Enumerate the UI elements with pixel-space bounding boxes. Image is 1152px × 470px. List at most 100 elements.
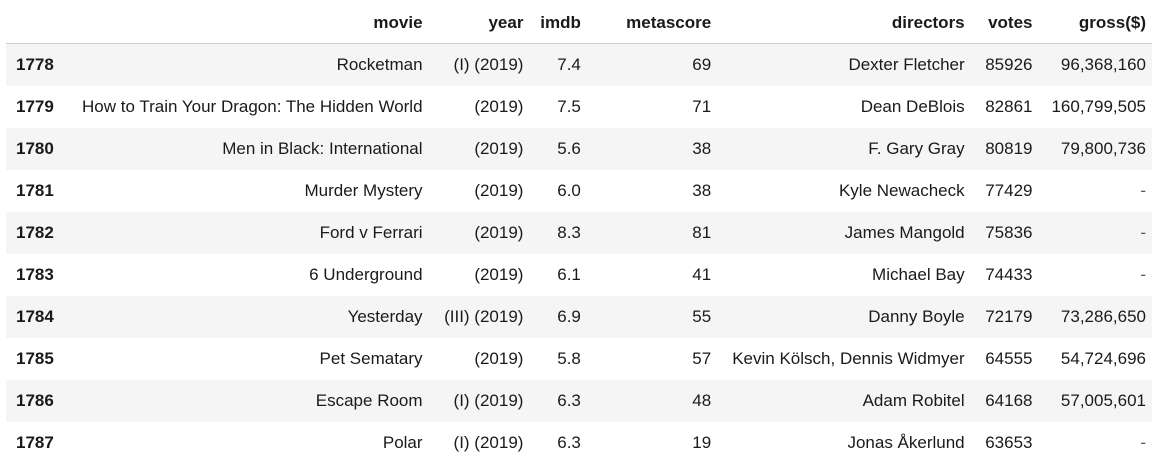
table-row: 1783 6 Underground (2019) 6.1 41 Michael Bay 7…	[6, 254, 1152, 296]
imdb-cell: 6.3	[557, 391, 581, 410]
year-cell: (2019)	[474, 181, 524, 200]
row-index: 1782	[16, 223, 54, 242]
movie-cell: Yesterday	[347, 307, 423, 326]
row-index: 1783	[16, 265, 54, 284]
movie-cell: Ford v Ferrari	[319, 223, 423, 242]
column-header-directors: directors	[717, 2, 971, 44]
gross-cell: 96,368,160	[1060, 55, 1146, 74]
movie-cell: How to Train Your Dragon: The Hidden Wor…	[82, 97, 423, 116]
gross-cell: 57,005,601	[1060, 391, 1146, 410]
imdb-cell: 7.4	[557, 55, 581, 74]
gross-cell: 73,286,650	[1060, 307, 1146, 326]
directors-cell: Kyle Newacheck	[838, 181, 965, 200]
table-body: 1778 Rocketman (I) (2019) 7.4 69 Dexter Fletc…	[6, 43, 1152, 464]
movie-cell: Polar	[382, 433, 423, 452]
table-row: 1787 Polar (I) (2019) 6.3 19 Jonas Åkerlund 63…	[6, 422, 1152, 464]
directors-cell: Danny Boyle	[868, 307, 965, 326]
metascore-cell: 19	[692, 433, 712, 452]
gross-cell: -	[1140, 181, 1146, 200]
table-row: 1784 Yesterday (III) (2019) 6.9 55 Danny Boyl…	[6, 296, 1152, 338]
directors-cell: Dean DeBlois	[860, 97, 965, 116]
metascore-cell: 69	[692, 55, 712, 74]
table-row: 1780 Men in Black: International (2019) 5.6…	[6, 128, 1152, 170]
directors-cell: Jonas Åkerlund	[847, 433, 965, 452]
directors-cell: James Mangold	[844, 223, 965, 242]
column-header-movie: movie	[65, 2, 429, 44]
index-header	[6, 2, 66, 44]
votes-cell: 64555	[985, 349, 1033, 368]
movie-cell: Escape Room	[315, 391, 423, 410]
gross-cell: 79,800,736	[1060, 139, 1146, 158]
directors-cell: Michael Bay	[872, 265, 965, 284]
movie-cell: Rocketman	[336, 55, 423, 74]
row-index: 1786	[16, 391, 54, 410]
metascore-cell: 48	[692, 391, 712, 410]
votes-cell: 74433	[985, 265, 1033, 284]
metascore-cell: 57	[692, 349, 712, 368]
gross-cell: 54,724,696	[1060, 349, 1146, 368]
year-cell: (2019)	[474, 223, 524, 242]
metascore-cell: 71	[692, 97, 712, 116]
gross-cell: -	[1140, 265, 1146, 284]
row-index: 1784	[16, 307, 54, 326]
directors-cell: Adam Robitel	[862, 391, 965, 410]
gross-cell: 160,799,505	[1051, 97, 1146, 116]
metascore-cell: 38	[692, 181, 712, 200]
votes-cell: 75836	[985, 223, 1033, 242]
votes-cell: 80819	[985, 139, 1033, 158]
row-index: 1787	[16, 433, 54, 452]
directors-cell: F. Gary Gray	[868, 139, 965, 158]
votes-cell: 63653	[985, 433, 1033, 452]
movie-cell: Men in Black: International	[222, 139, 423, 158]
votes-cell: 85926	[985, 55, 1033, 74]
year-cell: (I) (2019)	[453, 433, 524, 452]
dataframe-table: movie year imdb metascore directors vote…	[6, 2, 1152, 464]
year-cell: (2019)	[474, 97, 524, 116]
column-header-imdb: imdb	[529, 2, 587, 44]
metascore-cell: 41	[692, 265, 712, 284]
movie-cell: Pet Sematary	[319, 349, 423, 368]
row-index: 1780	[16, 139, 54, 158]
table-row: 1786 Escape Room (I) (2019) 6.3 48 Adam Robit…	[6, 380, 1152, 422]
row-index: 1781	[16, 181, 54, 200]
imdb-cell: 5.6	[557, 139, 581, 158]
row-index: 1778	[16, 55, 54, 74]
year-cell: (2019)	[474, 349, 524, 368]
table-row: 1779 How to Train Your Dragon: The Hidden…	[6, 86, 1152, 128]
votes-cell: 64168	[985, 391, 1033, 410]
row-index: 1785	[16, 349, 54, 368]
table-row: 1785 Pet Sematary (2019) 5.8 57 Kevin Kölsch,…	[6, 338, 1152, 380]
gross-cell: -	[1140, 223, 1146, 242]
imdb-cell: 6.1	[557, 265, 581, 284]
column-header-year: year	[428, 2, 530, 44]
table-row: 1782 Ford v Ferrari (2019) 8.3 81 James Mango…	[6, 212, 1152, 254]
year-cell: (2019)	[474, 139, 524, 158]
imdb-cell: 6.9	[557, 307, 581, 326]
directors-cell: Dexter Fletcher	[848, 55, 965, 74]
column-header-votes: votes	[970, 2, 1039, 44]
column-header-metascore: metascore	[586, 2, 718, 44]
votes-cell: 72179	[985, 307, 1033, 326]
movie-cell: 6 Underground	[309, 265, 423, 284]
year-cell: (III) (2019)	[444, 307, 524, 326]
imdb-cell: 6.0	[557, 181, 581, 200]
imdb-cell: 7.5	[557, 97, 581, 116]
votes-cell: 82861	[985, 97, 1033, 116]
column-header-gross: gross($)	[1038, 2, 1152, 44]
row-index: 1779	[16, 97, 54, 116]
year-cell: (2019)	[474, 265, 524, 284]
header-row: movie year imdb metascore directors vote…	[6, 2, 1152, 44]
table-row: 1778 Rocketman (I) (2019) 7.4 69 Dexter Fletc…	[6, 43, 1152, 86]
year-cell: (I) (2019)	[453, 55, 524, 74]
imdb-cell: 5.8	[557, 349, 581, 368]
metascore-cell: 38	[692, 139, 712, 158]
imdb-cell: 8.3	[557, 223, 581, 242]
directors-cell: Kevin Kölsch, Dennis Widmyer	[732, 349, 965, 368]
movie-cell: Murder Mystery	[304, 181, 423, 200]
year-cell: (I) (2019)	[453, 391, 524, 410]
gross-cell: -	[1140, 433, 1146, 452]
table-row: 1781 Murder Mystery (2019) 6.0 38 Kyle Newach…	[6, 170, 1152, 212]
votes-cell: 77429	[985, 181, 1033, 200]
imdb-cell: 6.3	[557, 433, 581, 452]
